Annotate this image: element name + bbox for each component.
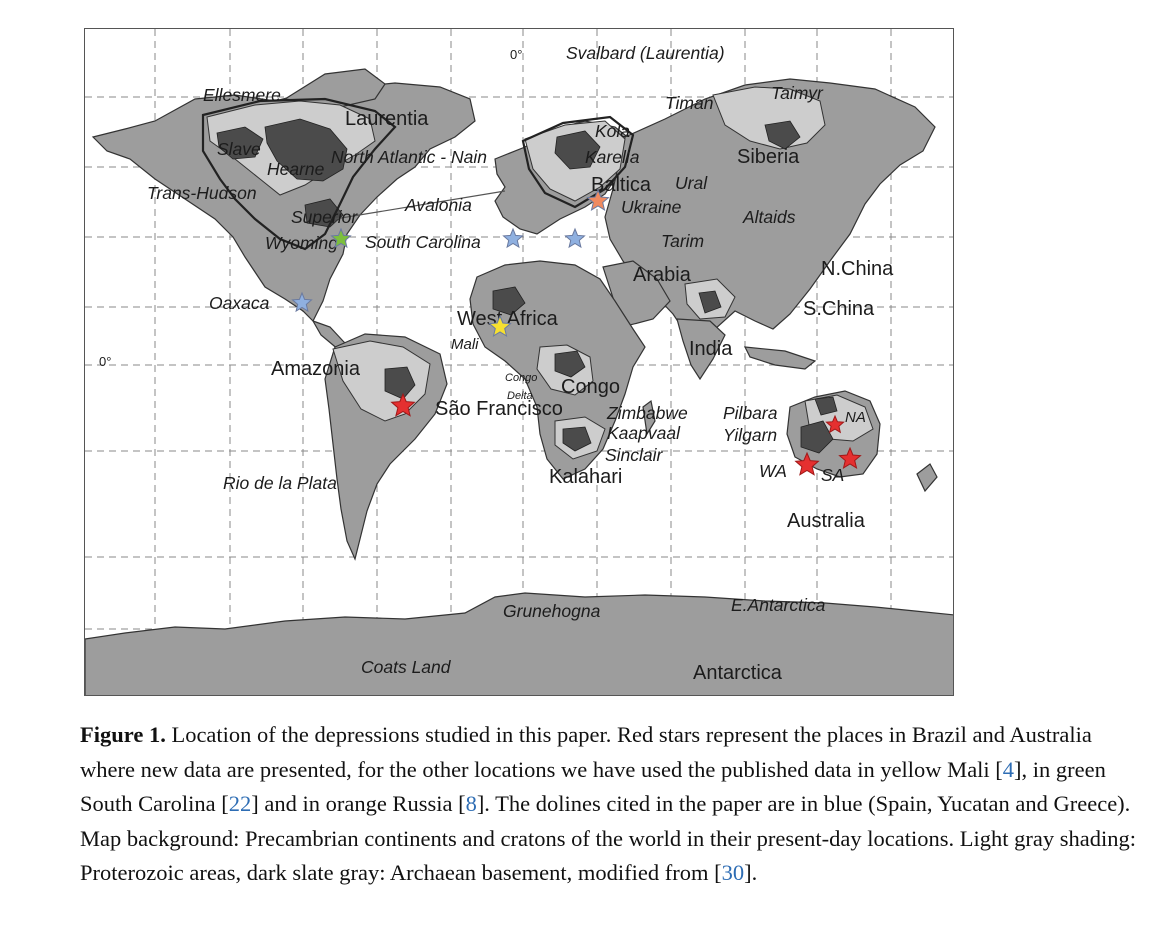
label-rio-de-la-plata: Rio de la Plata [223,473,337,493]
label-avalonia: Avalonia [404,195,472,215]
star-marker-sa-australia [838,446,862,469]
label-north-atlantic: North Atlantic - Nain [331,147,487,167]
label-west-africa: West Africa [457,308,559,330]
label-baltica: Baltica [591,174,652,196]
star-marker-russia [586,188,610,211]
label-kola: Kola [595,121,630,141]
label-ural: Ural [675,173,708,193]
label-south-carolina: South Carolina [365,232,481,252]
label-laurentia: Laurentia [345,108,429,130]
star-marker-greece [564,227,586,249]
star-marker-sao-francisco-brazil [390,392,416,417]
label-zimbabwe: Zimbabwe [606,403,688,423]
location-markers [291,188,862,476]
star-marker-spain [502,227,524,249]
madagascar [642,399,656,436]
label-amazonia: Amazonia [271,358,361,380]
label-taimyr: Taimyr [771,83,824,103]
label-altaids: Altaids [742,207,796,227]
label-arabia: Arabia [633,264,692,286]
star-marker-yucatan [291,291,313,313]
label-oaxaca: Oaxaca [209,293,270,313]
label-na: NA [845,409,866,426]
label-pilbara: Pilbara [723,403,778,423]
label-india: India [689,338,733,360]
label-timan: Timan [665,93,713,113]
ref-link-8[interactable]: 8 [465,791,477,816]
label-slave: Slave [217,139,261,159]
caption-text-5: ]. [744,860,758,885]
label-superior: Superior [291,207,358,227]
antarctica [85,592,953,695]
label-trans-hudson: Trans-Hudson [147,183,257,203]
caption-text-3: ] and in orange Russia [ [251,791,466,816]
label-sinclair: Sinclair [605,445,664,465]
se-asia-islands [743,346,817,370]
label-n-china: N.China [821,258,894,280]
label-siberia: Siberia [737,146,800,168]
label-s-china: S.China [803,298,875,320]
label-wa: WA [759,461,787,481]
label-congo-delta-1: Congo [505,372,537,384]
label-wyoming: Wyoming [265,233,338,253]
caption-text-4: ]. The dolines cited in the paper are in… [80,791,1136,885]
ref-link-22[interactable]: 22 [228,791,252,816]
star-marker-mali [488,314,512,337]
label-congo: Congo [561,376,620,398]
label-zero-lon: 0° [510,47,522,62]
star-marker-south-carolina [330,227,352,249]
label-sao-francisco-1: São Francisco [435,398,563,420]
label-svalbard: Svalbard (Laurentia) [566,43,725,63]
new-zealand [916,463,938,493]
figure-caption: Figure 1. Location of the depressions st… [80,718,1152,891]
label-karelia: Karelia [585,147,640,167]
ref-link-30[interactable]: 30 [721,860,745,885]
label-e-antarctica: E.Antarctica [731,595,826,615]
label-hearne: Hearne [267,159,325,179]
label-tarim: Tarim [661,231,704,251]
label-antarctica: Antarctica [693,662,783,684]
label-mali: Mali [451,336,479,353]
label-sa: SA [821,465,844,485]
star-marker-wa-australia [794,451,820,476]
label-zero-lat: 0° [99,354,111,369]
ref-link-4[interactable]: 4 [1002,756,1015,782]
label-coats-land: Coats Land [361,657,452,677]
label-australia: Australia [787,510,866,532]
label-kaapvaal: Kaapvaal [607,423,681,443]
label-ellesmere: Ellesmere [203,85,281,105]
label-ukraine: Ukraine [621,197,682,217]
india [676,318,726,381]
label-congo-delta-2: Delta [507,390,533,402]
label-grunehogna: Grunehogna [503,601,601,621]
caption-text-2: ], in green South Carolina [ [80,756,1106,817]
craton-outlines [201,97,635,251]
world-map: 0° Svalbard (Laurentia) Ellesmere Lauren… [84,28,954,696]
map-labels: 0° Svalbard (Laurentia) Ellesmere Lauren… [99,43,894,684]
label-yilgarn: Yilgarn [723,425,777,445]
archaean-basement [216,118,838,454]
caption-text-1: Location of the depressions studied in t… [80,722,1092,782]
label-kalahari: Kalahari [549,466,622,488]
avalonia-link [334,190,506,220]
caption-label: Figure 1. [80,722,166,747]
star-marker-na-australia [825,414,845,434]
